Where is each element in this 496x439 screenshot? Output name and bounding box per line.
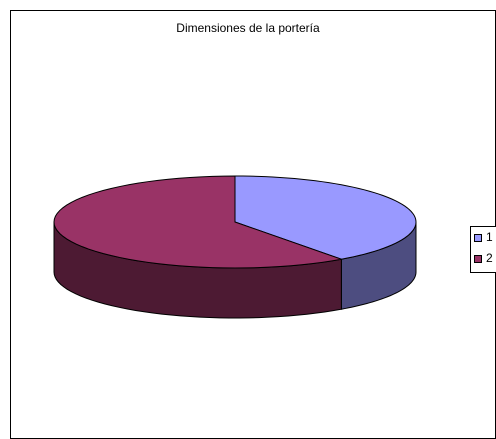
legend-swatch <box>474 234 482 242</box>
slice <box>53 175 344 269</box>
slice <box>234 175 417 260</box>
legend-label: 1 <box>486 230 493 244</box>
chart-title: Dimensiones de la portería <box>176 21 320 35</box>
legend-label: 2 <box>486 251 493 265</box>
legend-swatch <box>474 255 482 263</box>
